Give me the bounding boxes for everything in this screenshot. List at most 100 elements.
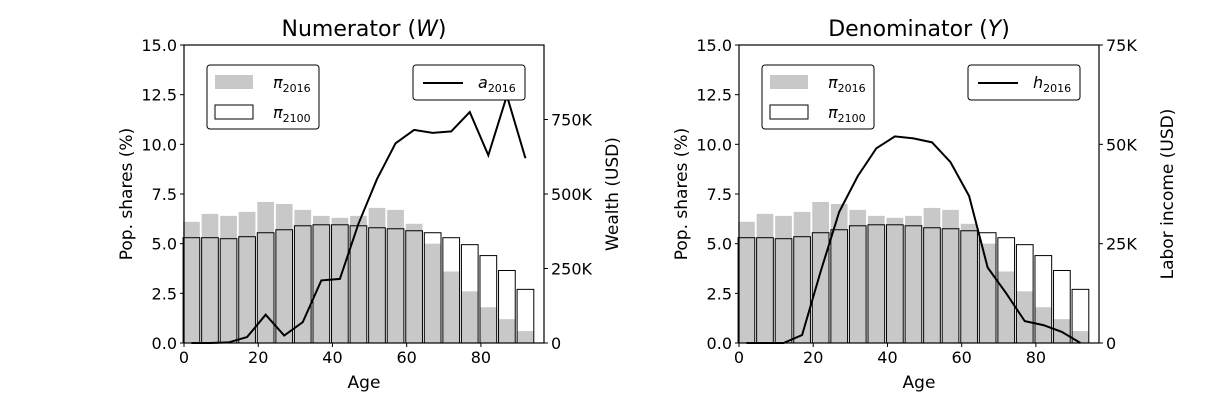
legend-base: π — [828, 73, 838, 92]
line-legend-box — [412, 64, 526, 101]
chart-title: Numerator (W) — [282, 17, 447, 42]
x-tick-label: 80 — [471, 348, 491, 367]
bar-pi2016 — [405, 223, 423, 343]
title-suffix: ) — [438, 17, 447, 42]
bar-pi2016 — [238, 211, 256, 343]
y-axis-label: Pop. shares (%) — [672, 128, 692, 260]
bar-pi2016 — [479, 307, 497, 343]
x-tick-label: 40 — [322, 348, 342, 367]
title-variable: Y — [988, 17, 1003, 42]
y2-tick-label: 75K — [1106, 36, 1137, 55]
y-tick-label: 5.0 — [152, 235, 177, 254]
x-tick-label: 0 — [734, 348, 744, 367]
y2-tick-label: 50K — [1106, 135, 1137, 154]
legend-label-pi2016: π2016 — [828, 73, 866, 95]
bar-pi2016 — [960, 223, 978, 343]
y2-tick-label: 750K — [551, 111, 593, 130]
y2-tick-label: 500K — [551, 185, 593, 204]
y-tick-label: 2.5 — [152, 284, 177, 303]
x-tick-label: 60 — [952, 348, 972, 367]
y-tick-label: 0.0 — [707, 334, 732, 353]
legend-swatch-pi2100 — [214, 104, 254, 120]
bar-pi2016 — [849, 209, 867, 343]
y2-axis-label: Labor income (USD) — [1158, 109, 1178, 280]
bar-pi2016 — [220, 215, 237, 343]
x-axis-label: Age — [903, 373, 936, 393]
title-prefix: Denominator ( — [828, 17, 988, 42]
bar-pi2016 — [461, 291, 479, 343]
x-tick-label: 20 — [803, 348, 823, 367]
x-tick-label: 80 — [1026, 348, 1046, 367]
bar-pi2016 — [756, 213, 774, 343]
legend-label-pi2016: π2016 — [273, 73, 311, 95]
line-series — [746, 135, 1081, 344]
bar-pi2016 — [1072, 331, 1089, 343]
bar-pi2016 — [442, 271, 460, 343]
x-tick-label: 20 — [248, 348, 268, 367]
y-tick-label: 15.0 — [141, 36, 177, 55]
y-tick-label: 10.0 — [141, 135, 177, 154]
y-axis-label: Pop. shares (%) — [117, 128, 137, 260]
chart-title: Denominator (Y) — [828, 17, 1010, 42]
bar-pi2016 — [424, 243, 442, 343]
legend-label-pi2100: π2100 — [828, 103, 866, 125]
bar-pi2016 — [923, 207, 941, 343]
bar-pi2016 — [1016, 291, 1034, 343]
y-tick-label: 12.5 — [141, 86, 177, 105]
legend-base: π — [273, 73, 283, 92]
bar-pi2016 — [775, 215, 792, 343]
y-tick-label: 0.0 — [152, 334, 177, 353]
line-series — [191, 92, 527, 344]
bar-pi2016 — [257, 201, 274, 343]
y2-tick-label: 0 — [1106, 334, 1116, 353]
legend-swatch-pi2016 — [215, 75, 253, 89]
legend-line-sub: 2016 — [488, 82, 516, 95]
y-tick-label: 15.0 — [696, 36, 732, 55]
bar-pi2016 — [350, 215, 367, 343]
y-tick-label: 5.0 — [707, 235, 732, 254]
y-tick-label: 10.0 — [696, 135, 732, 154]
x-tick-label: 60 — [397, 348, 417, 367]
bar-pi2016 — [368, 207, 386, 343]
legend-sub: 2100 — [283, 112, 311, 125]
chart-1: 0 20 40 60 80 0.0 2.5 5.0 7.5 10.0 12.5 15.0 0 250K 50… — [117, 17, 623, 393]
legend-base: π — [273, 103, 283, 122]
x-axis-label: Age — [348, 373, 381, 393]
legend-swatch-pi2016 — [770, 75, 808, 89]
legend-sub: 2016 — [283, 82, 311, 95]
chart-2: 0 20 40 60 80 0.0 2.5 5.0 7.5 10.0 12.5 15.0 0 25K 50K… — [672, 17, 1178, 393]
y2-tick-label: 25K — [1106, 235, 1137, 254]
bar-pi2016 — [738, 221, 755, 343]
title-prefix: Numerator ( — [282, 17, 417, 42]
legend-line-base: h — [1033, 73, 1043, 92]
bar-pi2016 — [387, 209, 404, 343]
bar-pi2016 — [183, 221, 200, 343]
y-tick-label: 2.5 — [707, 284, 732, 303]
line-legend-box — [967, 64, 1081, 101]
bar-pi2016 — [886, 217, 904, 343]
legend-label-pi2100: π2100 — [273, 103, 311, 125]
bar-pi2016 — [905, 215, 922, 343]
y2-tick-label: 250K — [551, 260, 593, 279]
legend-label-line: h2016 — [1033, 73, 1071, 95]
y2-axis-label: Wealth (USD) — [603, 137, 623, 251]
bar-pi2016 — [294, 209, 312, 343]
bar-pi2016 — [979, 243, 997, 343]
x-tick-label: 40 — [877, 348, 897, 367]
legend-sub: 2100 — [838, 112, 866, 125]
title-variable: W — [416, 17, 439, 42]
bar-pi2016 — [793, 211, 811, 343]
legend-label-line: a2016 — [478, 73, 516, 95]
x-tick-label: 0 — [179, 348, 189, 367]
bar-pi2016 — [331, 217, 349, 343]
bar-pi2016 — [830, 203, 848, 343]
bar-pi2016 — [498, 319, 516, 343]
y-tick-label: 7.5 — [152, 185, 177, 204]
y-tick-label: 7.5 — [707, 185, 732, 204]
bar-pi2016 — [201, 213, 219, 343]
bar-pi2016 — [867, 215, 885, 343]
legend-line-base: a — [478, 73, 488, 92]
bar-pi2016 — [517, 331, 534, 343]
bar-pi2016 — [275, 203, 293, 343]
